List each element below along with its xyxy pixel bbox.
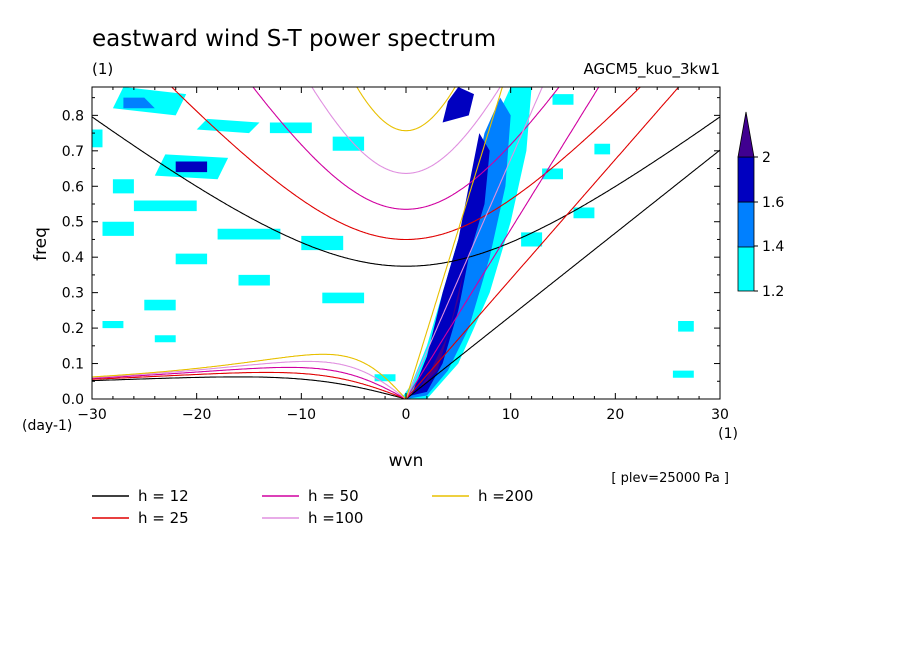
- x-tick-label: −30: [77, 407, 107, 423]
- colorbar: 1.2 1.4 1.6 2: [737, 111, 784, 300]
- legend-label: h = 25: [138, 509, 189, 527]
- contour-region-12: [144, 299, 176, 311]
- contour-region-10: [322, 292, 365, 304]
- y-tick-label: 0.3: [62, 286, 84, 302]
- gravity-curve-h100: [311, 87, 501, 174]
- x-tick-label: −10: [287, 407, 317, 423]
- legend: h = 12 h = 25 h = 50 h =100 h =200: [92, 487, 533, 527]
- rossby-curve-h12: [92, 376, 407, 399]
- y-axis: 0.0 0.1 0.2 0.3 0.4 0.5 0.6 0.7 0.8: [62, 97, 720, 408]
- contour-region-14: [92, 129, 103, 148]
- colorbar-segment: [737, 201, 755, 248]
- contour-region-16: [552, 94, 574, 105]
- rossby-curve-h25: [92, 371, 407, 399]
- x-axis-unit: (1): [718, 426, 738, 442]
- contour-region-18: [573, 207, 595, 219]
- contour-region-11: [238, 274, 270, 286]
- contour-region-15: [175, 253, 208, 265]
- chart-subtitle-right: AGCM5_kuo_3kw1: [583, 60, 720, 79]
- y-tick-label: 0.7: [62, 144, 84, 160]
- gravity-curve-h12: [92, 116, 720, 267]
- colorbar-segment: [737, 245, 755, 292]
- kelvin-curve-h200: [405, 87, 503, 399]
- colorbar-arrow: [737, 111, 755, 158]
- colorbar-segment: [737, 156, 755, 203]
- contour-region-29: [442, 87, 474, 123]
- y-axis-label: freq: [31, 227, 51, 261]
- contour-region-30: [175, 161, 208, 173]
- y-tick-label: 0.2: [62, 321, 84, 337]
- dispersion-curves: [92, 87, 720, 399]
- x-tick-label: 10: [502, 407, 520, 423]
- contour-region-27: [123, 97, 155, 109]
- x-tick-label: −20: [182, 407, 212, 423]
- gravity-curve-h200: [356, 87, 456, 132]
- y-tick-label: 0.4: [62, 250, 84, 266]
- x-axis-label: wvn: [389, 451, 424, 471]
- y-tick-label: 0.1: [62, 357, 84, 373]
- legend-label: h =100: [308, 509, 363, 527]
- y-tick-label: 0.0: [62, 392, 84, 408]
- contour-region-8: [102, 221, 134, 236]
- contour-region-20: [521, 232, 543, 247]
- contour-region-19: [594, 143, 611, 155]
- contour-layer: [92, 87, 694, 399]
- x-tick-label: 30: [711, 407, 729, 423]
- legend-label: h =200: [478, 487, 533, 505]
- gravity-curve-h50: [252, 87, 560, 210]
- contour-region-4: [332, 136, 365, 151]
- legend-label: h = 50: [308, 487, 359, 505]
- x-axis: −30 −20 −10 0 10 20 30: [77, 87, 729, 423]
- y-axis-unit: (day-1): [22, 418, 72, 434]
- colorbar-label: 1.4: [762, 239, 784, 255]
- rossby-curve-h200: [92, 353, 407, 399]
- contour-region-6: [133, 200, 197, 212]
- gravity-curve-h25: [170, 87, 642, 241]
- chart-title: eastward wind S-T power spectrum: [92, 26, 496, 52]
- contour-region-25: [102, 321, 124, 329]
- colorbar-label: 1.2: [762, 284, 784, 300]
- plot-frame: [91, 86, 721, 400]
- contour-region-24: [154, 335, 176, 343]
- contour-region-13: [112, 179, 134, 194]
- chart-subtitle-left: (1): [92, 60, 113, 78]
- legend-label: h = 12: [138, 487, 189, 505]
- kelvin-curve-h100: [405, 87, 543, 399]
- contour-region-9: [301, 235, 344, 251]
- kelvin-curve-h12: [405, 149, 720, 399]
- contour-region-22: [672, 370, 694, 378]
- rossby-curve-h100: [92, 360, 407, 399]
- rossby-curve-h50: [92, 366, 407, 399]
- contour-region-28: [411, 133, 490, 396]
- y-tick-label: 0.8: [62, 108, 84, 124]
- x-tick-label: 0: [402, 407, 411, 423]
- y-tick-label: 0.6: [62, 179, 84, 195]
- x-tick-label: 20: [606, 407, 624, 423]
- contour-region-21: [678, 321, 694, 332]
- colorbar-label: 2: [762, 150, 771, 166]
- contour-region-5: [269, 122, 312, 134]
- kelvin-curve-h25: [405, 87, 680, 399]
- contour-region-3: [196, 118, 260, 134]
- contour-region-7: [217, 228, 281, 240]
- colorbar-label: 1.6: [762, 195, 784, 211]
- kelvin-curve-h50: [405, 87, 600, 399]
- plev-footnote: [ plev=25000 Pa ]: [611, 471, 729, 486]
- y-tick-label: 0.5: [62, 215, 84, 231]
